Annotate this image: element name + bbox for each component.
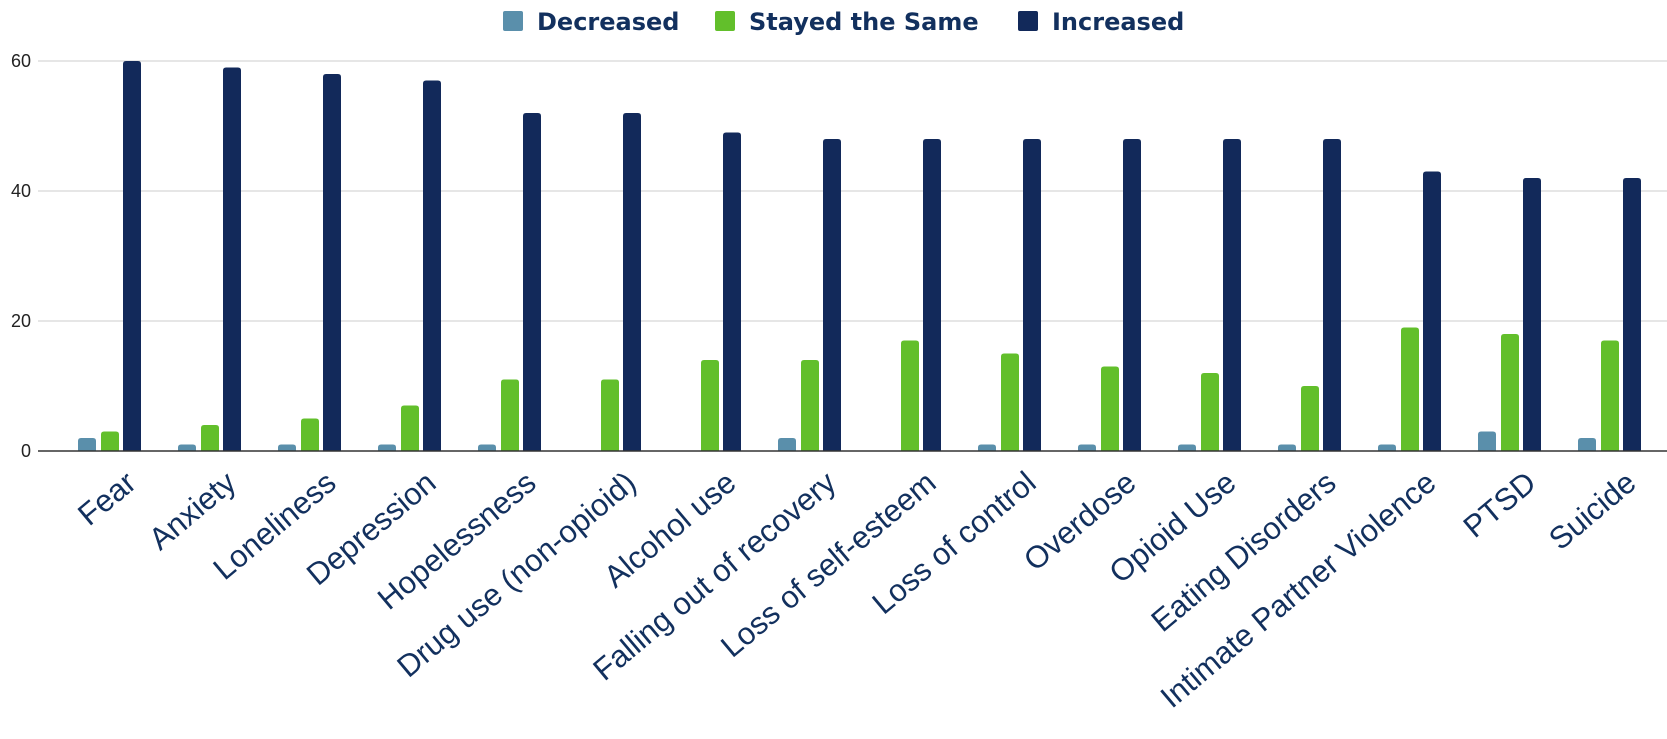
bar-increased-3 (423, 80, 441, 451)
bar-decreased-13 (1378, 444, 1396, 451)
legend-label-stayed-the-same: Stayed the Same (749, 8, 979, 36)
bar-decreased-0 (78, 438, 96, 451)
bar-increased-4 (523, 113, 541, 451)
x-category-label: PTSD (1457, 465, 1543, 545)
y-tick-label: 60 (11, 51, 31, 71)
bar-decreased-1 (178, 444, 196, 451)
bar-decreased-11 (1178, 444, 1196, 451)
bar-increased-12 (1323, 139, 1341, 451)
bar-increased-11 (1223, 139, 1241, 451)
bar-decreased-2 (278, 444, 296, 451)
gridlines (38, 60, 1667, 322)
bars (78, 61, 1641, 451)
bar-stayed-the-same-3 (401, 405, 419, 451)
bar-decreased-7 (778, 438, 796, 451)
bar-stayed-the-same-0 (101, 431, 119, 451)
bar-increased-7 (823, 139, 841, 451)
bar-decreased-3 (378, 444, 396, 451)
y-axis-ticks: 0 20 40 60 (11, 51, 31, 461)
bar-decreased-9 (978, 444, 996, 451)
bar-decreased-4 (478, 444, 496, 451)
bar-decreased-15 (1578, 438, 1596, 451)
legend-swatch-stayed-the-same (715, 11, 735, 31)
bar-increased-0 (123, 61, 141, 451)
bar-stayed-the-same-2 (301, 418, 319, 451)
bar-increased-14 (1523, 178, 1541, 451)
legend-swatch-decreased (503, 11, 523, 31)
bar-increased-5 (623, 113, 641, 451)
bar-increased-2 (323, 74, 341, 451)
bar-stayed-the-same-10 (1101, 366, 1119, 451)
bar-decreased-14 (1478, 431, 1496, 451)
bar-stayed-the-same-15 (1601, 340, 1619, 451)
bar-decreased-10 (1078, 444, 1096, 451)
legend-label-decreased: Decreased (537, 8, 679, 36)
bar-stayed-the-same-4 (501, 379, 519, 451)
y-tick-label: 20 (11, 311, 31, 331)
bar-increased-15 (1623, 178, 1641, 451)
legend-swatch-increased (1018, 11, 1038, 31)
bar-stayed-the-same-13 (1401, 327, 1419, 451)
bar-stayed-the-same-1 (201, 425, 219, 451)
bar-increased-10 (1123, 139, 1141, 451)
bar-increased-1 (223, 67, 241, 451)
bar-stayed-the-same-14 (1501, 334, 1519, 451)
legend: Decreased Stayed the Same Increased (503, 8, 1184, 36)
x-category-label: Fear (71, 465, 142, 533)
bar-stayed-the-same-9 (1001, 353, 1019, 451)
legend-label-increased: Increased (1052, 8, 1184, 36)
y-tick-label: 40 (11, 181, 31, 201)
bar-stayed-the-same-6 (701, 360, 719, 451)
x-category-label: Suicide (1542, 465, 1642, 557)
bar-stayed-the-same-12 (1301, 386, 1319, 451)
bar-increased-13 (1423, 171, 1441, 451)
bar-decreased-12 (1278, 444, 1296, 451)
bar-stayed-the-same-7 (801, 360, 819, 451)
y-tick-label: 0 (21, 441, 31, 461)
bar-increased-8 (923, 139, 941, 451)
bar-stayed-the-same-5 (601, 379, 619, 451)
bar-stayed-the-same-8 (901, 340, 919, 451)
x-axis-category-labels: Fear AnxietyLonelinessDepressionHopelessn… (71, 464, 1642, 715)
bar-increased-6 (723, 132, 741, 451)
bar-increased-9 (1023, 139, 1041, 451)
bar-stayed-the-same-11 (1201, 373, 1219, 451)
